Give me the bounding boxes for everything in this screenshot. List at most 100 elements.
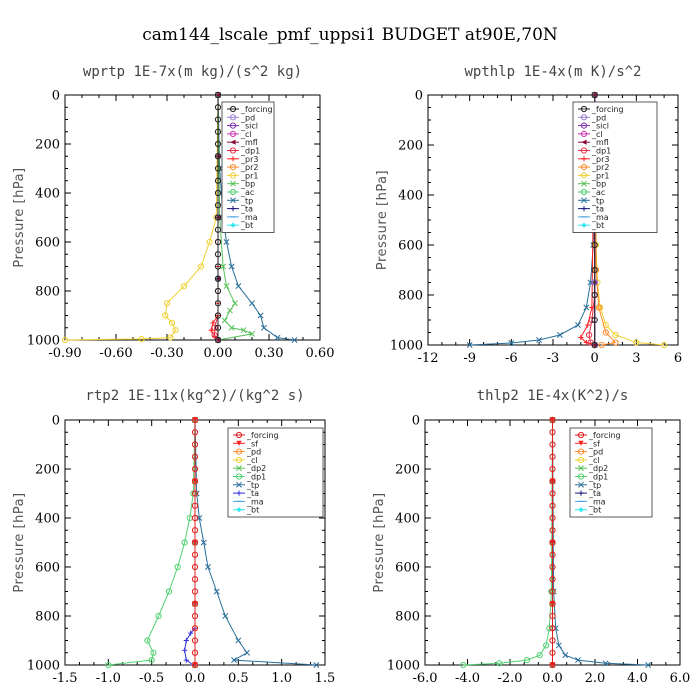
data-point-pr3 [210,320,216,326]
series-line-ta [184,627,196,666]
data-point-bp [223,283,230,290]
legend-marker [578,440,584,446]
data-point-forcing [591,291,598,299]
data-point-tp [196,515,203,521]
legend-marker [581,180,587,187]
data-point-dp1 [148,657,155,664]
data-point-forcing [191,637,199,644]
data-point-tp [222,613,229,619]
data-point-forcing [191,600,199,607]
series-line-pr1 [64,94,219,341]
data-point-tp [575,322,581,328]
data-point-pr1 [163,300,171,307]
series-line-tp [552,419,649,666]
legend-marker [580,122,588,129]
data-point-forcing [214,275,222,282]
data-point-bp [221,317,228,324]
y-tick-label: 800 [35,610,60,625]
data-point-forcing [549,453,556,460]
data-point-forcing [549,600,556,607]
plot-frame [64,94,321,341]
legend-entry: _pr1 [591,171,609,180]
data-point-tp [313,662,320,668]
data-point-dp1 [211,332,218,339]
legend-entry: _tp [588,481,601,490]
x-tick-label: 4.0 [627,671,648,686]
legend-marker [229,114,237,121]
legend-entry: _cl [591,130,603,139]
legend-marker [578,481,584,488]
x-tick-label: 2.0 [585,671,606,686]
legend-marker [577,456,585,463]
y-tick-label: 1000 [390,339,423,354]
y-tick-label: 800 [398,289,423,304]
legend-marker [235,448,243,455]
data-point-pr1 [180,283,188,290]
legend-entry: _pr2 [240,163,258,172]
x-tick-label: 0.00 [204,346,233,361]
x-tick-label: -12 [418,351,439,366]
x-tick-label: -1.0 [96,671,121,686]
panel-2: wpthlp 1E-4x(m K)/s^2 Pressure [hPa] 0 200 4… [375,64,682,366]
legend-entry: _pr3 [240,155,258,164]
panel-title: rtp2 1E-11x(kg^2)/(kg^2 s) [85,388,304,404]
legend-marker [580,188,588,196]
data-point-forcing [191,429,199,436]
data-point-tp [235,283,242,290]
x-tick-label: -9 [463,351,476,366]
y-axis-label: Pressure [hPa] [375,170,390,270]
legend-entry: _ac [240,188,254,197]
data-point-forcing [549,625,556,632]
data-point-dp1 [211,324,218,331]
data-point-forcing [214,91,222,99]
legend-marker [580,114,588,121]
legend-entry: _pd [246,448,261,457]
data-point-dp1 [543,642,550,649]
data-point-forcing [549,478,556,485]
y-tick-label: 200 [35,138,60,153]
data-point-tp [556,332,563,338]
data-point-dp1 [105,661,112,669]
series-line-dp1 [463,419,553,666]
data-point-forcing [591,91,598,99]
data-point-forcing [214,104,222,111]
x-tick-label: -1.5 [52,671,77,686]
data-point-forcing [214,336,222,344]
legend-entry: _ta [240,205,253,214]
data-point-ta [183,657,189,663]
y-tick-label: 400 [35,187,60,202]
data-point-forcing [549,588,556,595]
data-point-tp [291,337,298,343]
legend-entry: _tp [240,196,253,205]
panel-title: wpthlp 1E-4x(m K)/s^2 [464,64,641,80]
legend-box [227,427,324,518]
data-point-pr2 [598,341,605,349]
data-point-tp [235,637,242,644]
panel-4: thlp2 1E-4x(K^2)/s Pressure [hPa] 0 200 400 6… [372,388,690,686]
legend-marker [581,206,587,212]
y-axis-label: Pressure [hPa] [372,492,387,592]
legend-entry: _ac [591,188,605,197]
legend-marker [229,122,237,129]
legend-marker [230,156,236,162]
legend-entry: _bt [240,221,253,230]
legend-entry: _sf [246,439,258,448]
data-point-forcing [214,116,222,123]
legend-entry: _tp [246,481,259,490]
data-point-bp [228,324,235,331]
data-point-tp [555,642,562,649]
data-point-forcing [549,441,556,448]
legend-marker [236,507,242,513]
data-point-tp [200,539,207,546]
legend-marker [235,431,243,439]
data-point-forcing [214,140,222,148]
legend-entry: _tp [591,196,604,205]
data-point-pr2 [602,329,609,336]
legend-marker [577,431,585,439]
legend-entry: _ta [246,489,259,498]
y-tick-label: 600 [35,561,60,576]
data-point-pr1 [602,321,609,329]
legend-entry: _pd [591,113,606,122]
y-tick-label: 0 [412,414,420,429]
x-tick-label: 0.60 [306,346,335,361]
